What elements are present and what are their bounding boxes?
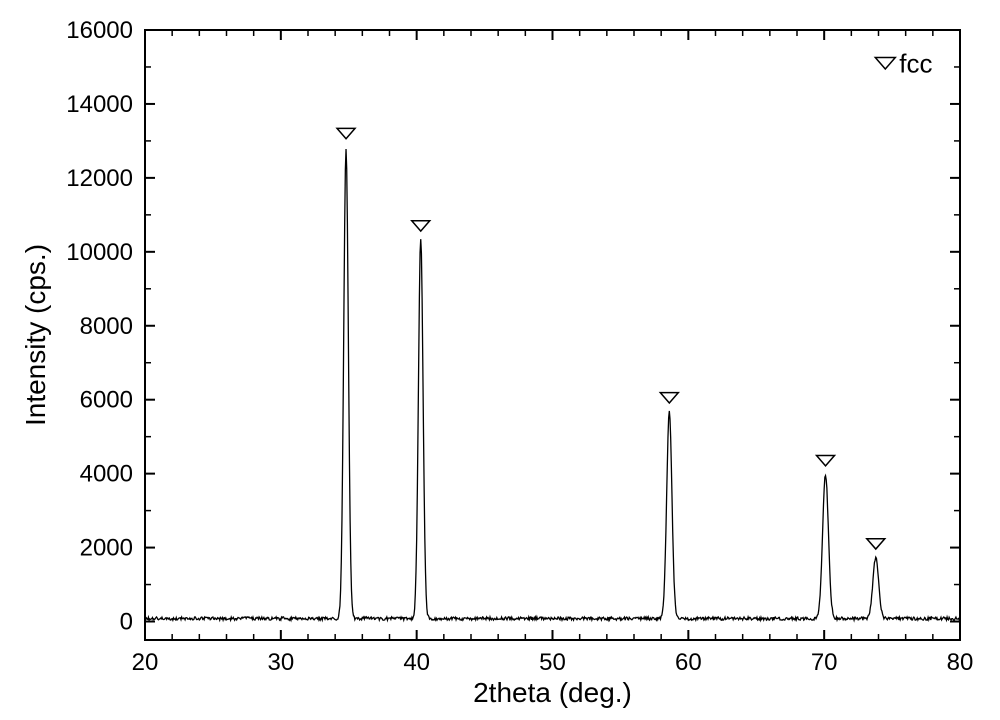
y-ticks: 0 2000 4000 6000 8000 10000 12000 14000 16000 <box>66 17 960 636</box>
x-ticks: 20 30 40 50 60 70 80 <box>132 30 974 676</box>
x-tick-label: 80 <box>947 649 974 676</box>
x-axis-label: 2theta (deg.) <box>473 677 632 708</box>
peak-marker-icon <box>817 456 835 466</box>
plot-frame <box>145 30 960 640</box>
y-tick-label: 8000 <box>80 313 133 340</box>
xrd-chart: 20 30 40 50 60 70 80 0 2000 4000 6000 8000 10000 120… <box>0 0 1000 720</box>
y-tick-label: 4000 <box>80 461 133 488</box>
y-tick-label: 2000 <box>80 535 133 562</box>
x-tick-label: 30 <box>267 649 294 676</box>
x-tick-label: 50 <box>539 649 566 676</box>
chart-svg: 20 30 40 50 60 70 80 0 2000 4000 6000 8000 10000 120… <box>0 0 1000 720</box>
peak-marker-icon <box>660 393 678 403</box>
x-tick-label: 60 <box>675 649 702 676</box>
legend: fcc <box>875 48 932 78</box>
legend-triangle-icon <box>875 58 895 70</box>
x-tick-label: 20 <box>132 649 159 676</box>
x-tick-label: 40 <box>403 649 430 676</box>
x-tick-label: 70 <box>811 649 838 676</box>
y-tick-label: 10000 <box>66 239 133 266</box>
legend-label: fcc <box>899 48 932 78</box>
xrd-spectrum-line <box>145 149 960 620</box>
peak-marker-icon <box>412 221 430 231</box>
peak-marker-icon <box>337 128 355 138</box>
y-tick-label: 12000 <box>66 165 133 192</box>
y-tick-label: 6000 <box>80 387 133 414</box>
y-tick-label: 0 <box>120 609 133 636</box>
y-tick-label: 16000 <box>66 17 133 44</box>
y-axis-label: Intensity (cps.) <box>20 244 51 426</box>
y-tick-label: 14000 <box>66 91 133 118</box>
peak-marker-icon <box>867 539 885 549</box>
